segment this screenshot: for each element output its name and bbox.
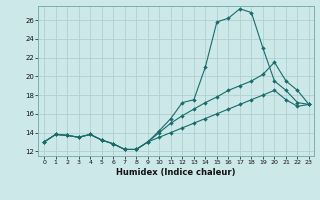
X-axis label: Humidex (Indice chaleur): Humidex (Indice chaleur) bbox=[116, 168, 236, 177]
